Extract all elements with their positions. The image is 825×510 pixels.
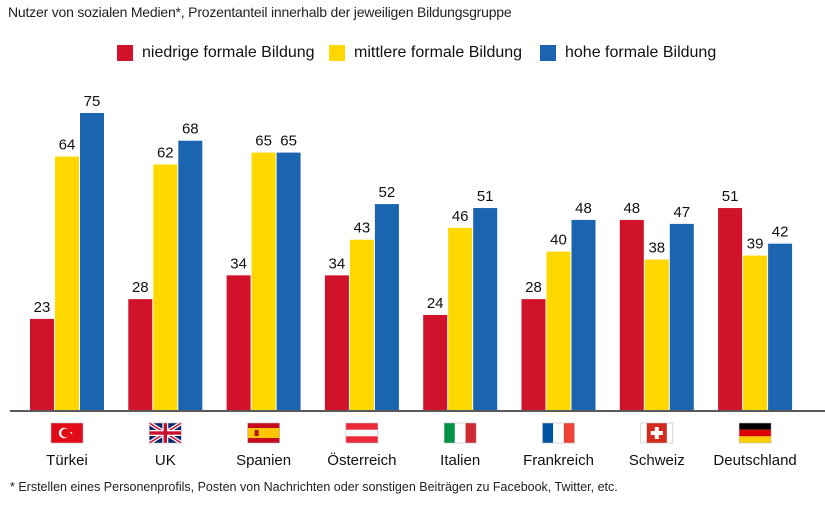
bar-low-7	[718, 208, 743, 410]
category-label-7: Deutschland	[713, 452, 796, 469]
bar-low-5	[521, 299, 546, 410]
bar-high-2	[276, 152, 301, 410]
legend-swatch-high	[540, 45, 556, 61]
bar-group-7: 51 39 42	[718, 188, 793, 410]
value-label-mid-4: 46	[452, 208, 469, 225]
bar-group-5: 28 40 48	[521, 200, 596, 410]
footnote: * Erstellen eines Personenprofils, Poste…	[10, 480, 618, 494]
bar-low-3	[324, 275, 349, 410]
bar-mid-5	[546, 251, 571, 410]
bar-mid-6	[644, 259, 669, 410]
category-7: Deutschland	[713, 422, 797, 469]
bar-mid-0	[55, 156, 79, 410]
value-label-mid-5: 40	[550, 232, 567, 249]
legend-label-mid: mittlere formale Bildung	[354, 44, 523, 61]
chart-subtitle: Nutzer von sozialen Medien*, Prozentante…	[8, 4, 512, 20]
value-label-mid-3: 43	[354, 220, 371, 237]
es-flag-icon	[247, 422, 280, 444]
legend-swatch-mid	[329, 45, 345, 61]
uk-flag-icon	[148, 421, 183, 445]
bar-group-6: 48 38 47	[619, 200, 694, 410]
bar-group-1: 28 62 68	[128, 121, 203, 410]
category-label-2: Spanien	[236, 452, 291, 469]
category-label-3: Österreich	[327, 451, 396, 469]
legend-label-low: niedrige formale Bildung	[142, 44, 315, 61]
value-label-high-3: 52	[379, 184, 396, 201]
category-5: Frankreich	[523, 422, 594, 469]
bar-group-4: 24 46 51	[423, 188, 498, 410]
value-label-low-0: 23	[34, 299, 51, 316]
bar-chart: 23 64 75 28 62 68 34 65 65 34 43 52 24 46 51 28 40 48 48 38…	[10, 93, 825, 469]
value-label-high-4: 51	[477, 188, 494, 205]
category-label-1: UK	[155, 452, 176, 469]
bar-low-1	[128, 299, 153, 410]
de-flag-icon	[738, 422, 772, 444]
bar-high-6	[669, 223, 694, 410]
category-4: Italien	[440, 422, 480, 469]
bar-low-6	[619, 219, 644, 410]
bar-low-2	[226, 275, 251, 410]
value-label-high-5: 48	[575, 200, 592, 217]
category-label-0: Türkei	[46, 452, 88, 469]
value-label-high-2: 65	[280, 133, 297, 150]
value-label-low-7: 51	[722, 188, 739, 205]
bar-high-5	[571, 219, 596, 410]
value-label-low-3: 34	[329, 255, 346, 272]
ch-flag-icon	[640, 422, 674, 444]
it-flag-icon	[443, 422, 477, 444]
value-label-low-5: 28	[525, 279, 542, 296]
category-1: UK	[148, 421, 183, 469]
value-label-mid-1: 62	[157, 144, 174, 161]
bar-group-0: 23 64 75	[30, 93, 104, 410]
bar-mid-7	[743, 255, 768, 410]
fr-flag-icon	[542, 422, 575, 444]
value-label-mid-0: 64	[59, 137, 76, 154]
bar-high-4	[473, 208, 498, 410]
bar-high-3	[374, 204, 399, 410]
bar-group-2: 34 65 65	[226, 133, 301, 410]
tr-flag-icon	[50, 422, 84, 444]
value-label-high-6: 47	[673, 204, 690, 221]
bar-low-0	[30, 318, 54, 410]
category-3: Österreich	[327, 422, 396, 469]
legend-swatch-low	[117, 45, 133, 61]
bar-group-3: 34 43 52	[324, 184, 399, 410]
category-label-5: Frankreich	[523, 452, 594, 469]
legend-item-high: hohe formale Bildung	[540, 44, 716, 62]
bar-mid-4	[448, 227, 473, 410]
at-flag-icon	[345, 422, 379, 444]
category-label-6: Schweiz	[629, 452, 685, 469]
value-label-high-7: 42	[772, 224, 789, 241]
bar-high-1	[178, 140, 203, 410]
category-2: Spanien	[236, 422, 291, 469]
bar-mid-3	[349, 239, 374, 410]
legend-label-high: hohe formale Bildung	[565, 44, 717, 61]
value-label-low-2: 34	[230, 255, 247, 272]
category-0: Türkei	[46, 422, 88, 469]
category-label-4: Italien	[440, 452, 480, 469]
bar-high-7	[768, 243, 793, 410]
value-label-low-6: 48	[623, 200, 640, 217]
bar-mid-2	[251, 152, 276, 410]
value-label-mid-7: 39	[747, 236, 764, 253]
value-label-mid-6: 38	[648, 240, 665, 257]
value-label-low-1: 28	[132, 279, 149, 296]
bar-high-0	[80, 113, 104, 410]
category-6: Schweiz	[629, 422, 685, 469]
value-label-high-1: 68	[182, 121, 199, 138]
value-label-low-4: 24	[427, 295, 444, 312]
value-label-mid-2: 65	[255, 133, 272, 150]
bar-low-4	[423, 314, 448, 410]
chart-legend: niedrige formale Bildung mittlere formal…	[0, 44, 825, 68]
legend-item-low: niedrige formale Bildung	[117, 44, 315, 62]
value-label-high-0: 75	[84, 93, 101, 110]
bar-mid-1	[153, 164, 178, 410]
legend-item-mid: mittlere formale Bildung	[329, 44, 522, 62]
